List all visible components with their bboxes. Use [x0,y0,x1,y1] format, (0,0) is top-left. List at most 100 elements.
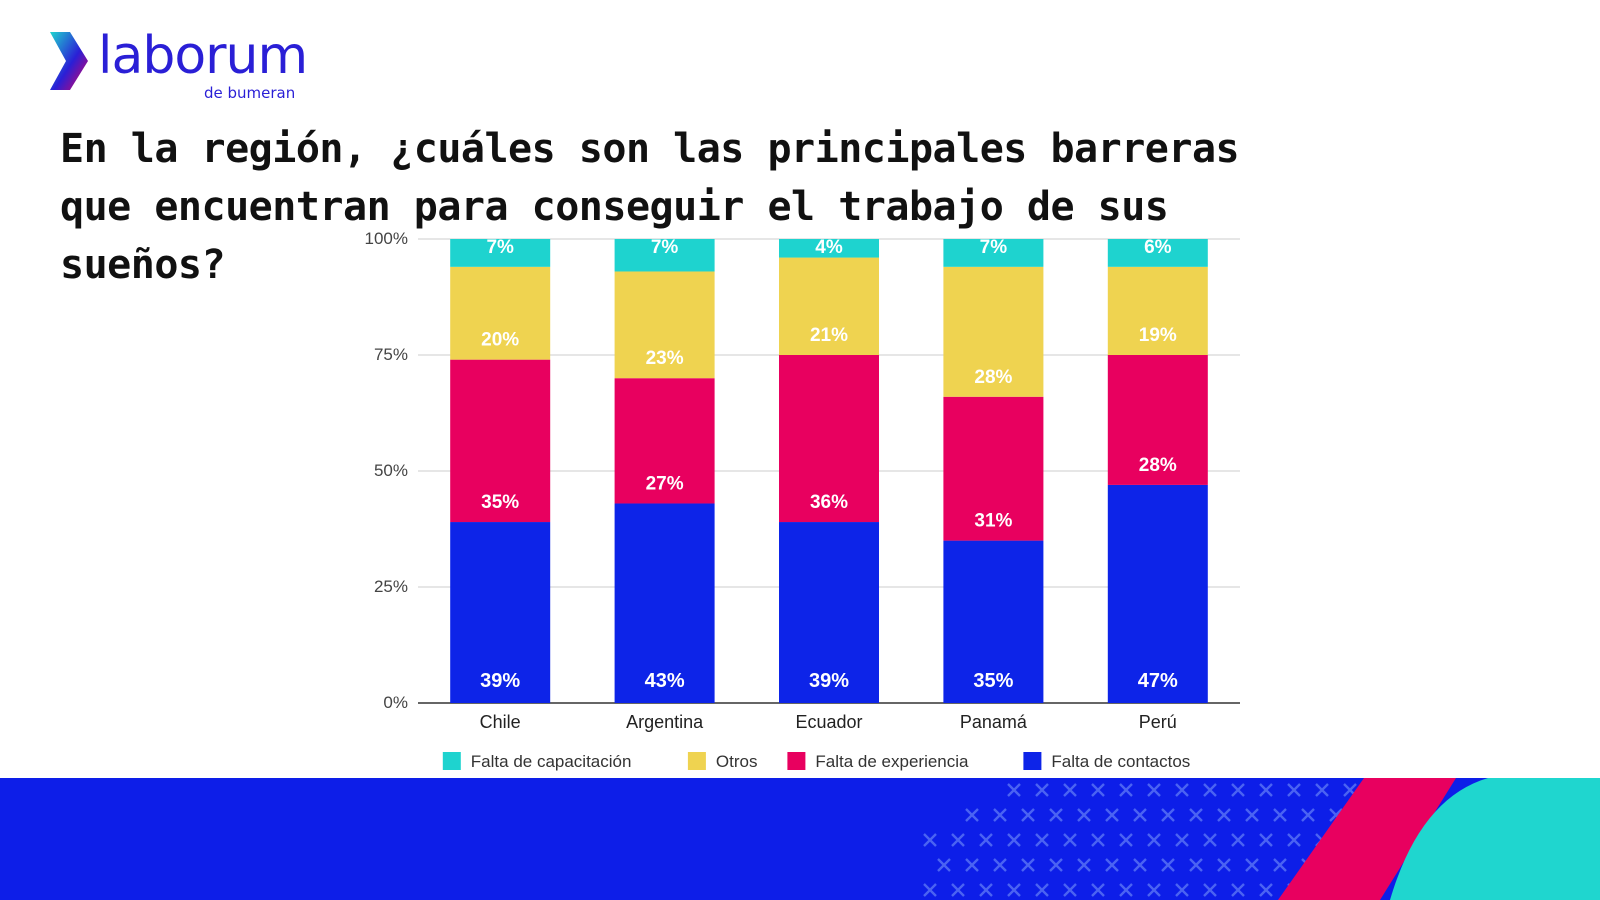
cross-icon [1189,808,1203,822]
cross-icon [993,858,1007,872]
cross-icon [1161,808,1175,822]
data-label: 7% [486,237,514,258]
x-category-label: Argentina [626,712,704,732]
cross-icon [1035,833,1049,847]
cross-icon [923,833,937,847]
data-label: 7% [651,237,679,258]
cross-icon [965,808,979,822]
cross-icon [1119,783,1133,797]
bar-segment [450,522,551,703]
data-label: 27% [646,473,684,494]
cross-icon [1021,808,1035,822]
cross-icon [1091,833,1105,847]
footer-banner [0,778,1600,900]
bar-segment [614,503,715,703]
cross-icon [1105,858,1119,872]
y-tick-label: 100% [365,229,408,248]
cross-icon [1091,783,1105,797]
data-label: 43% [645,670,685,692]
data-label: 39% [809,670,849,692]
cross-icon [1063,783,1077,797]
cross-icon [1147,783,1161,797]
cross-icon [1007,883,1021,897]
data-label: 7% [980,237,1008,258]
cross-icon [1273,858,1287,872]
legend-label: Falta de capacitación [471,752,632,771]
y-tick-label: 50% [374,461,408,480]
chevron-logo-icon [50,32,88,90]
data-label: 35% [481,492,519,513]
x-category-label: Chile [480,712,521,732]
bar-segment [1107,355,1208,485]
cross-icon [1287,783,1301,797]
data-label: 4% [815,237,843,258]
bar-segment [1107,266,1208,355]
bar-segment [779,522,879,703]
cross-icon [1161,858,1175,872]
page-title: En la región, ¿cuáles son las principale… [60,126,1240,288]
cross-icon [951,883,965,897]
data-label: 47% [1138,670,1178,692]
cross-icon [979,833,993,847]
cross-icon [1133,858,1147,872]
cross-icon [993,808,1007,822]
footer-pink-stripe [1278,778,1456,900]
bar-segment [1107,239,1208,267]
cross-icon [1077,858,1091,872]
data-label: 28% [1139,455,1177,476]
bar-segment [779,257,879,355]
cross-icon [1175,783,1189,797]
cross-icon [1119,883,1133,897]
data-label: 19% [1139,325,1177,346]
bar-segment [1107,484,1208,703]
cross-icon [1203,883,1217,897]
brand-tagline: de bumeran [204,84,296,102]
legend-swatch [1023,752,1042,770]
data-label: 35% [973,670,1013,692]
cross-icon [1231,783,1245,797]
cross-icon [1105,808,1119,822]
cross-icon [1147,833,1161,847]
cross-icon [1259,783,1273,797]
data-label: 36% [810,492,848,513]
x-category-label: Panamá [960,712,1028,732]
cross-icon [1091,883,1105,897]
data-label: 6% [1144,237,1172,258]
bar-segment [614,378,715,504]
cross-icon [1021,858,1035,872]
bar-segment [779,239,879,258]
cross-icon [1119,833,1133,847]
y-tick-label: 75% [374,345,408,364]
cross-icon [1315,783,1329,797]
cross-icon [1175,833,1189,847]
cross-icon [1147,883,1161,897]
stacked-bar-chart: 0% 25% 50% 75% 100% 39% 35% 20% 7% Chile 43% 27% 23%… [365,229,1240,771]
cross-icon [1273,808,1287,822]
cross-icon [965,858,979,872]
cross-icon [923,883,937,897]
bar-segment [614,239,715,272]
brand-name: laborum [98,26,308,86]
cross-icon [1259,883,1273,897]
cross-icon [1175,883,1189,897]
bar-segment [943,396,1044,541]
legend-label: Otros [716,752,758,771]
cross-icon [1217,858,1231,872]
data-label: 28% [974,367,1012,388]
cross-icon [951,833,965,847]
legend-swatch [787,752,806,770]
cross-icon [1245,858,1259,872]
y-tick-label: 25% [374,577,408,596]
legend-label: Falta de experiencia [815,752,969,771]
cross-icon [1049,808,1063,822]
cross-icon [1189,858,1203,872]
legend-label: Falta de contactos [1051,752,1190,771]
legend-swatch [442,752,461,770]
bar-segment [779,355,879,523]
data-label: 20% [481,330,519,351]
cross-icon [1231,833,1245,847]
bar-segment [943,239,1044,267]
data-label: 23% [646,348,684,369]
cross-icon [1133,808,1147,822]
cross-icon [1035,883,1049,897]
